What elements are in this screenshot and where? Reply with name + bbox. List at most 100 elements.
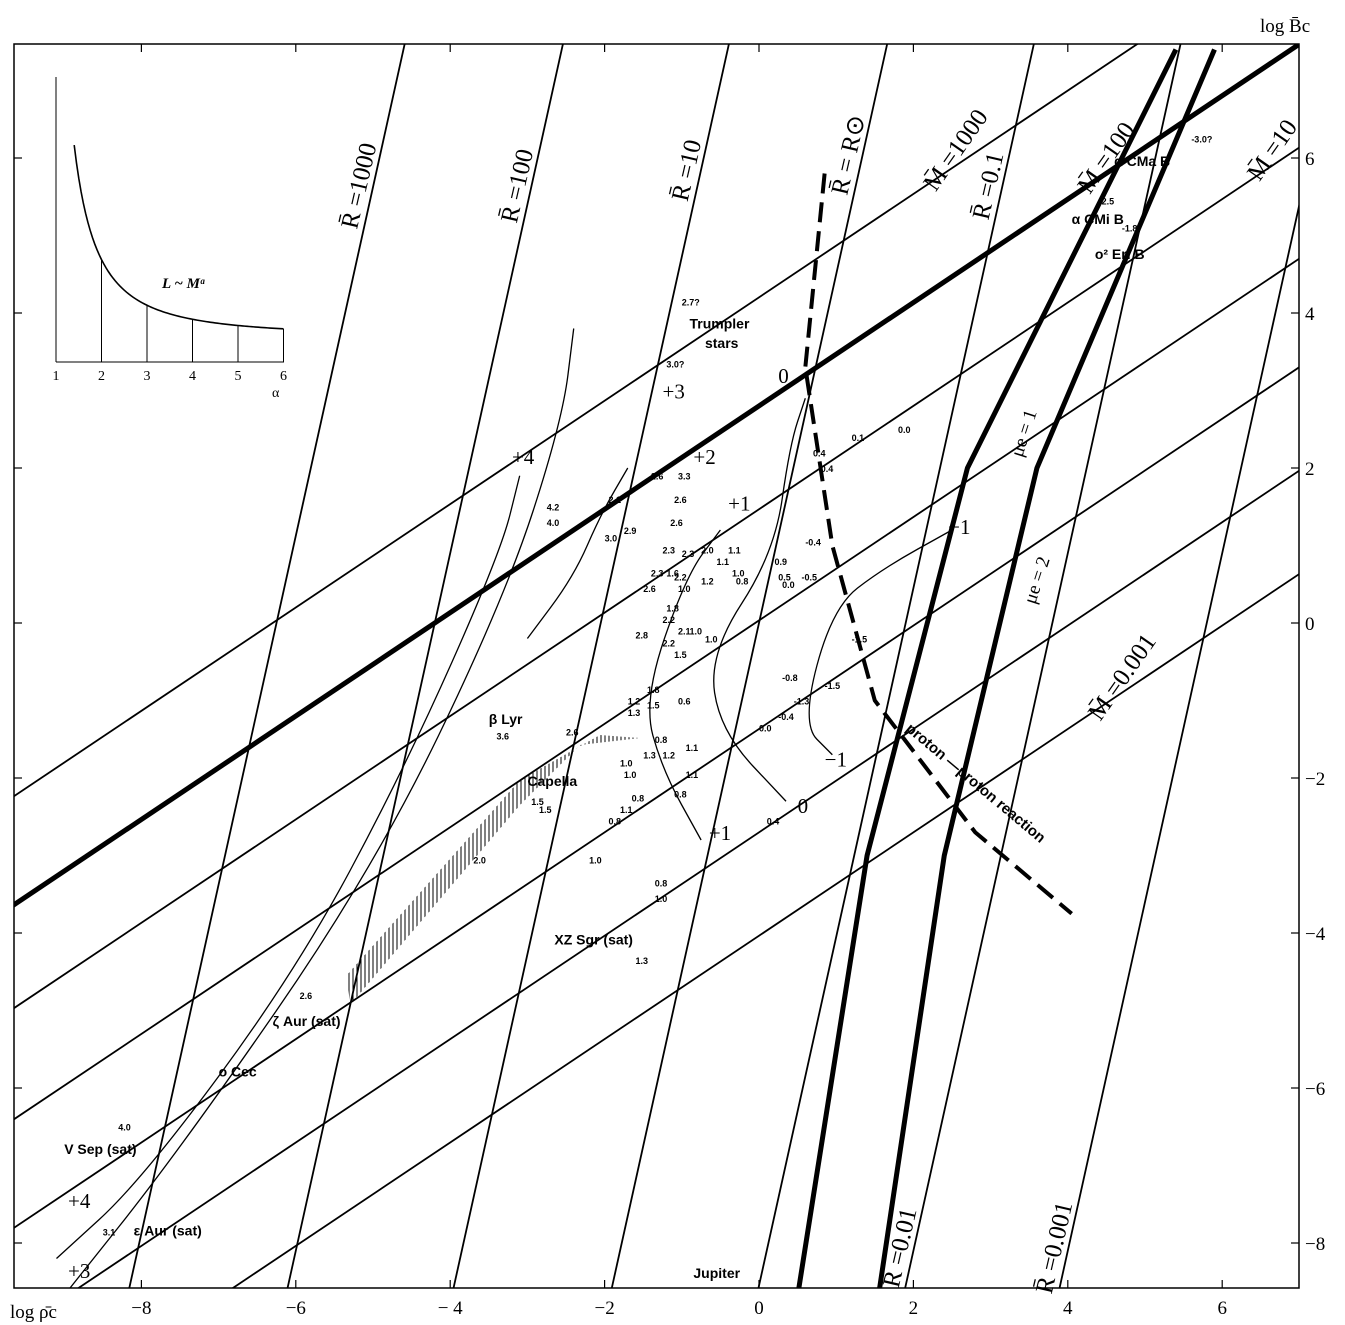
- series-line: [809, 530, 952, 755]
- radius-label: R̄ =0.001: [1031, 1199, 1078, 1296]
- star-label: V Sep (sat): [64, 1141, 136, 1157]
- radius-label: R̄ =100: [496, 147, 539, 226]
- data-label: 3.0: [605, 534, 618, 544]
- y-tick-label: −2: [1305, 769, 1325, 790]
- y-tick-label: −8: [1305, 1234, 1325, 1255]
- data-label: -0.8: [782, 673, 798, 683]
- data-label: 0.4: [821, 464, 834, 474]
- data-label: 2.6: [670, 518, 683, 528]
- data-label: 2.9: [624, 526, 637, 536]
- data-label: -2.5: [1099, 197, 1115, 207]
- data-label: 2.7?: [682, 297, 700, 307]
- data-label: 2.3: [682, 549, 695, 559]
- star-label: ε Aur (sat): [134, 1222, 202, 1238]
- data-label: 0.8: [674, 789, 687, 799]
- data-label: 0.4: [813, 448, 826, 458]
- series-label: 0: [778, 364, 789, 388]
- star-label: α CMa B: [1114, 153, 1170, 169]
- data-label: -0.5: [801, 572, 817, 582]
- data-label: 2.2: [663, 615, 676, 625]
- series-label: +1: [728, 492, 750, 516]
- mu-e-1-label: μe = 1: [1007, 407, 1042, 459]
- star-label: β Lyr: [489, 711, 523, 727]
- x-tick-label: 2: [909, 1298, 919, 1319]
- data-label: 0.0: [898, 425, 911, 435]
- data-label: 0.8: [736, 576, 749, 586]
- star-label: α CMi B: [1072, 211, 1124, 227]
- radius-label: R̄ =1000: [336, 141, 382, 232]
- x-tick-label: −8: [131, 1298, 151, 1319]
- data-label: 1.5: [647, 700, 660, 710]
- data-label: 1.3: [628, 708, 641, 718]
- line-labels: R̄ =1000 R̄ =100 R̄ =10 R̄ = R⊙ R̄ =0.1R̄ =0…: [336, 35, 1345, 1296]
- data-label: 2.6: [674, 495, 687, 505]
- mass-label: M̄ =0.001: [1083, 629, 1162, 725]
- star-label: o Cec: [219, 1063, 257, 1079]
- data-label: 1.0: [620, 758, 633, 768]
- data-label: 0.6: [678, 696, 691, 706]
- data-label: -0.4: [778, 712, 794, 722]
- inset-curve: [74, 145, 283, 329]
- data-label: 2.1: [608, 495, 621, 505]
- series-label: +4: [512, 445, 535, 469]
- radius-label: R̄ = R⊙: [827, 113, 872, 198]
- y-tick-label: −4: [1305, 924, 1326, 945]
- data-label: 1.3: [643, 751, 656, 761]
- x-tick-label: − 4: [438, 1298, 463, 1319]
- data-label: 1.2: [701, 576, 714, 586]
- data-label: 4.0: [547, 518, 560, 528]
- data-label: 1.8: [666, 603, 679, 613]
- x-axis-label: log ρ̄c: [10, 1302, 57, 1323]
- inset-x-tick: 3: [144, 369, 151, 384]
- radius-line: [438, 34, 731, 1325]
- data-label: -3.0?: [1191, 135, 1212, 145]
- data-label: 1.2: [663, 751, 676, 761]
- data-label: 1.0: [655, 894, 668, 904]
- data-label: 0.0: [759, 724, 772, 734]
- data-label: 3.6: [497, 731, 510, 741]
- star-label: Trumpler: [690, 316, 750, 332]
- data-label: 2.3: [651, 569, 664, 579]
- data-label: 0.8: [632, 793, 645, 803]
- data-label: 0.0: [782, 580, 795, 590]
- inset-x-label: α: [272, 386, 280, 401]
- data-label: -0.4: [805, 538, 821, 548]
- data-label: 0.1: [852, 433, 865, 443]
- data-label: 2.6: [300, 991, 313, 1001]
- data-label: 2.6: [566, 727, 579, 737]
- data-label: 1.0: [624, 770, 637, 780]
- data-label: 2.6: [643, 584, 656, 594]
- data-label: -1.8: [1122, 224, 1138, 234]
- data-label: -1.3: [794, 696, 810, 706]
- capella-hatched-region: [347, 735, 640, 1005]
- data-label: 4.0: [118, 1123, 131, 1133]
- data-label: 1.3: [635, 956, 648, 966]
- mass-line: [127, 34, 1345, 1325]
- series-label: −1: [948, 515, 970, 539]
- star-label: ζ Aur (sat): [273, 1013, 341, 1029]
- data-label: 4.2: [547, 503, 560, 513]
- data-label: 0.8: [608, 817, 621, 827]
- data-label: 1.1: [686, 770, 699, 780]
- data-label: 1.0: [690, 627, 703, 637]
- inset-x-tick: 6: [280, 369, 287, 384]
- inset-plot: 123456 L ~ Mᵅ α: [53, 77, 288, 401]
- x-tick-label: −6: [286, 1298, 306, 1319]
- data-label: 1.0: [678, 584, 691, 594]
- data-label: 2.2: [674, 572, 687, 582]
- degeneracy-curve: [875, 50, 1215, 1321]
- inset-x-tick: 2: [98, 369, 105, 384]
- series-label: +1: [709, 821, 731, 845]
- data-labels: 2.7? 3.0? 3.3 2.6 2.6 2.1 4.2 4.0 2.6 2.9 3.0 2.3 2.…: [103, 135, 1213, 1238]
- inset-x-tick: 1: [53, 369, 60, 384]
- data-label: 2.6: [651, 472, 664, 482]
- x-tick-label: 0: [754, 1298, 764, 1319]
- data-label: 2.0: [701, 545, 714, 555]
- y-tick-label: 2: [1305, 459, 1315, 480]
- data-label: 1.1: [686, 743, 699, 753]
- data-label: 1.1: [717, 557, 730, 567]
- radius-line: [596, 34, 889, 1325]
- star-label: XZ Sgr (sat): [554, 932, 633, 948]
- data-label: 1.8: [647, 685, 660, 695]
